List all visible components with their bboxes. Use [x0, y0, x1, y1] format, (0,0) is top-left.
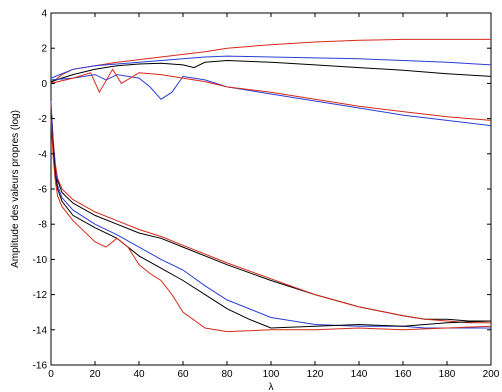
y-tick-label: -8 [38, 220, 47, 231]
series-line-5 [50, 109, 491, 322]
series-line-8 [50, 115, 492, 329]
x-axis-ticks: 0 20 40 60 80 100 120 140 160 180 200 [48, 13, 500, 380]
y-tick-label: -6 [38, 185, 47, 196]
series-line-2 [50, 59, 492, 83]
series-line-1 [50, 55, 492, 79]
y-tick-label: -14 [33, 325, 48, 336]
series-line-3 [50, 74, 492, 127]
y-axis-label: Amplitude des valeurs propres (log) [10, 110, 21, 268]
y-tick-label: 4 [41, 9, 47, 20]
y-tick-label: -2 [38, 114, 47, 125]
y-tick-label: -10 [33, 255, 48, 266]
x-tick-label: 180 [439, 369, 456, 380]
x-tick-label: 100 [263, 369, 280, 380]
y-tick-label: -4 [38, 149, 47, 160]
y-axis-ticks: -16 -14 -12 -10 -8 -6 -4 -2 0 2 4 [33, 9, 491, 372]
x-axis-label: λ [269, 382, 274, 392]
series-line-7 [50, 100, 491, 329]
x-tick-label: 0 [48, 369, 54, 380]
x-tick-label: 40 [133, 369, 145, 380]
x-tick-label: 160 [395, 369, 412, 380]
series-line-4 [50, 68, 492, 121]
x-tick-label: 140 [351, 369, 368, 380]
x-tick-label: 200 [483, 369, 500, 380]
series-line-6 [50, 104, 491, 324]
y-tick-label: 0 [41, 79, 47, 90]
x-tick-label: 120 [307, 369, 324, 380]
x-tick-label: 80 [221, 369, 233, 380]
x-tick-label: 60 [177, 369, 189, 380]
x-tick-label: 20 [89, 369, 101, 380]
y-tick-label: -16 [33, 361, 48, 372]
series-layer [50, 38, 492, 333]
y-tick-label: 2 [41, 44, 47, 55]
y-tick-label: -12 [33, 290, 48, 301]
series-line-9 [50, 118, 492, 333]
